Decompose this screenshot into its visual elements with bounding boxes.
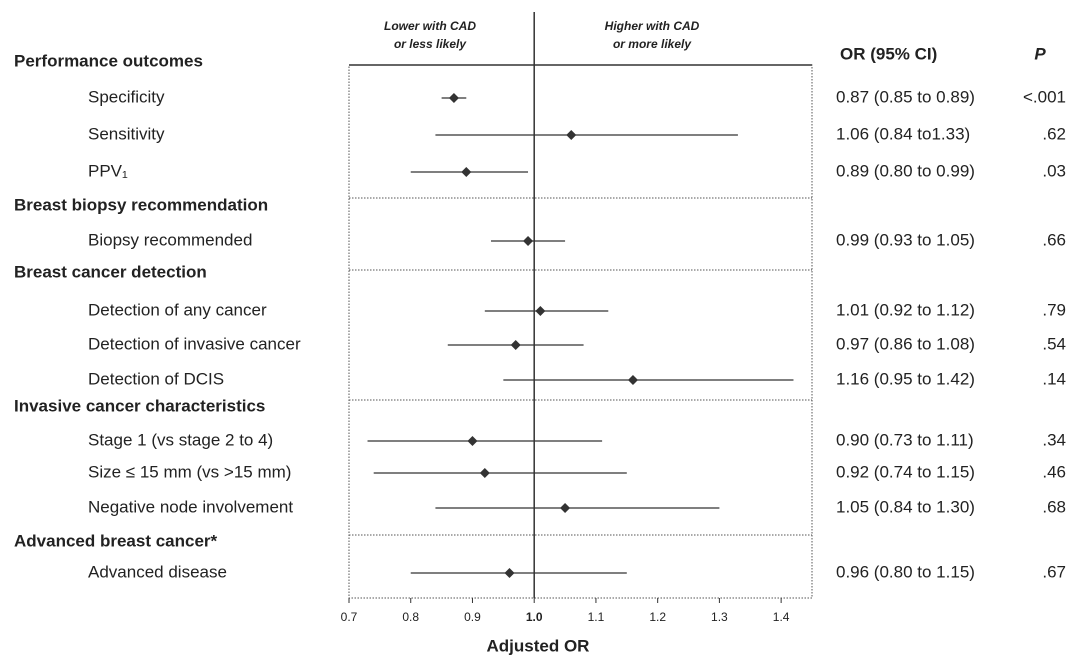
p-value: <.001 bbox=[1023, 87, 1066, 106]
p-header: P bbox=[1034, 44, 1046, 63]
x-tick-label: 0.7 bbox=[341, 610, 358, 624]
ci-text: 0.96 (0.80 to 1.15) bbox=[836, 562, 975, 581]
p-value: .54 bbox=[1042, 334, 1066, 353]
row-label: Stage 1 (vs stage 2 to 4) bbox=[88, 430, 273, 449]
x-tick-label: 0.8 bbox=[402, 610, 419, 624]
ci-text: 0.89 (0.80 to 0.99) bbox=[836, 161, 975, 180]
ci-text: 0.99 (0.93 to 1.05) bbox=[836, 230, 975, 249]
ci-text: 0.90 (0.73 to 1.11) bbox=[836, 430, 974, 449]
row-label: Size ≤ 15 mm (vs >15 mm) bbox=[88, 462, 291, 481]
or-marker bbox=[510, 340, 521, 350]
or-marker bbox=[479, 468, 490, 478]
row-label: Specificity bbox=[88, 87, 165, 106]
row-label: Detection of any cancer bbox=[88, 300, 267, 319]
right-header: or more likely bbox=[613, 37, 692, 51]
left-header: Lower with CAD bbox=[384, 19, 476, 33]
right-header: Higher with CAD bbox=[605, 19, 700, 33]
ci-text: 1.01 (0.92 to 1.12) bbox=[836, 300, 975, 319]
row-label: Negative node involvement bbox=[88, 497, 293, 516]
ci-text: 1.05 (0.84 to 1.30) bbox=[836, 497, 975, 516]
ci-text: 0.87 (0.85 to 0.89) bbox=[836, 87, 975, 106]
or-marker bbox=[461, 167, 472, 177]
group-label: Breast biopsy recommendation bbox=[14, 195, 268, 214]
p-value: .67 bbox=[1042, 562, 1066, 581]
p-value: .79 bbox=[1042, 300, 1066, 319]
p-value: .14 bbox=[1042, 369, 1066, 388]
or-marker bbox=[627, 375, 638, 385]
row-label: Biopsy recommended bbox=[88, 230, 252, 249]
p-value: .46 bbox=[1042, 462, 1066, 481]
group-label: Advanced breast cancer* bbox=[14, 531, 218, 550]
p-value: .03 bbox=[1042, 161, 1066, 180]
left-header: or less likely bbox=[394, 37, 467, 51]
x-tick-label: 1.3 bbox=[711, 610, 728, 624]
row-label: Advanced disease bbox=[88, 562, 227, 581]
or-marker bbox=[467, 436, 478, 446]
or-marker bbox=[566, 130, 577, 140]
or-marker bbox=[535, 306, 546, 316]
plot-frame bbox=[348, 64, 813, 599]
or-marker bbox=[523, 236, 534, 246]
group-label: Breast cancer detection bbox=[14, 262, 207, 281]
p-value: .34 bbox=[1042, 430, 1066, 449]
ci-text: 0.97 (0.86 to 1.08) bbox=[836, 334, 975, 353]
group-label: Invasive cancer characteristics bbox=[14, 396, 265, 415]
x-tick-label: 1.0 bbox=[526, 610, 543, 624]
group-label: Performance outcomes bbox=[14, 51, 203, 70]
p-value: .66 bbox=[1042, 230, 1066, 249]
row-label: PPV₁ bbox=[88, 161, 128, 180]
p-value: .62 bbox=[1042, 124, 1066, 143]
row-label: Detection of invasive cancer bbox=[88, 334, 301, 353]
ci-text: 1.06 (0.84 to1.33) bbox=[836, 124, 970, 143]
ci-text: 0.92 (0.74 to 1.15) bbox=[836, 462, 975, 481]
ci-header: OR (95% CI) bbox=[840, 44, 937, 63]
ci-text: 1.16 (0.95 to 1.42) bbox=[836, 369, 975, 388]
x-axis-label: Adjusted OR bbox=[487, 636, 590, 655]
row-label: Sensitivity bbox=[88, 124, 165, 143]
x-tick-label: 1.2 bbox=[649, 610, 666, 624]
x-tick-label: 1.1 bbox=[588, 610, 605, 624]
or-marker bbox=[560, 503, 571, 513]
row-label: Detection of DCIS bbox=[88, 369, 224, 388]
p-value: .68 bbox=[1042, 497, 1066, 516]
or-marker bbox=[504, 568, 515, 578]
or-marker bbox=[448, 93, 459, 103]
x-tick-label: 1.4 bbox=[773, 610, 790, 624]
x-tick-label: 0.9 bbox=[464, 610, 481, 624]
